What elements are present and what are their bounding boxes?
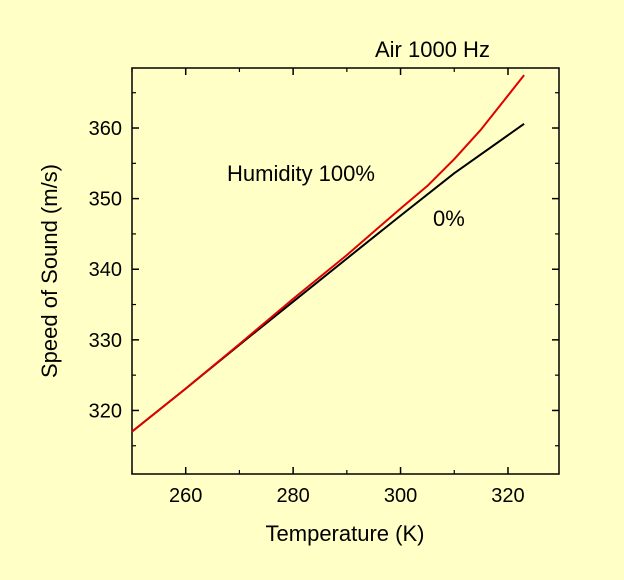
y-tick-label: 340 (89, 259, 122, 281)
label-humidity-0: 0% (433, 206, 465, 231)
label-humidity-100: Humidity 100% (227, 161, 375, 186)
x-tick-label: 280 (276, 485, 309, 507)
plot-area (131, 67, 560, 475)
tick-marks (131, 68, 559, 474)
chart-title: Air 1000 Hz (375, 37, 490, 62)
x-tick-labels: 260 280 300 320 (169, 485, 525, 507)
x-tick-label: 300 (384, 485, 417, 507)
series-lines (131, 74, 525, 433)
x-axis-label: Temperature (K) (266, 521, 425, 546)
y-tick-label: 320 (89, 400, 122, 422)
y-tick-label: 330 (89, 330, 122, 352)
y-tick-label: 350 (89, 189, 122, 211)
x-tick-label: 320 (491, 485, 524, 507)
y-axis-label: Speed of Sound (m/s) (37, 164, 62, 378)
y-tick-labels: 320 330 340 350 360 (89, 118, 122, 422)
x-tick-label: 260 (169, 485, 202, 507)
series-line-humidity-100 (131, 74, 525, 433)
y-tick-label: 360 (89, 118, 122, 140)
